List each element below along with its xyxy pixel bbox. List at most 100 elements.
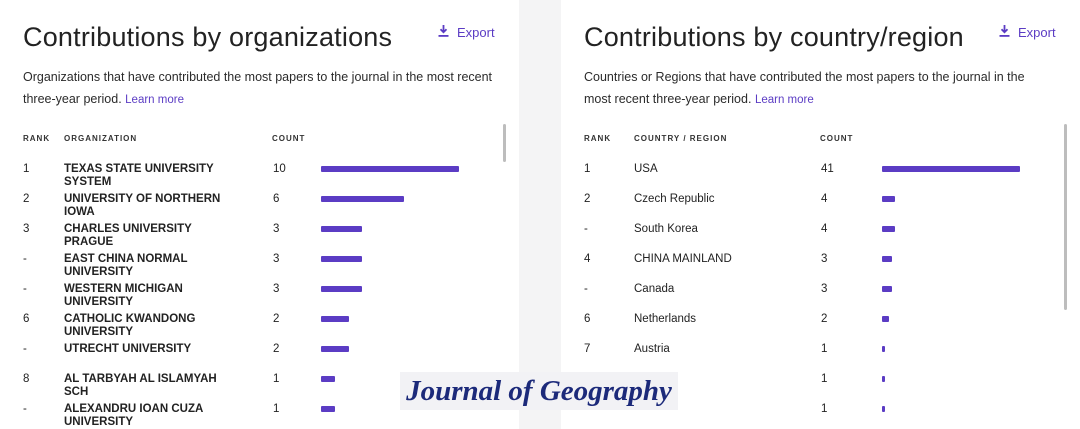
learn-more-link[interactable]: Learn more (754, 94, 814, 106)
row-rank: - (23, 253, 27, 265)
table-row: 3 CHARLES UNIVERSITY PRAGUE 3 (0, 220, 500, 250)
count-bar (321, 166, 459, 172)
row-rank: - (584, 283, 588, 295)
panel-description: Countries or Regions that have contribut… (584, 66, 1054, 111)
count-bar (882, 406, 885, 412)
export-button[interactable]: Export (438, 25, 495, 40)
row-name: Czech Republic (634, 193, 715, 205)
count-bar (321, 316, 349, 322)
row-name: ALEXANDRU IOAN CUZA UNIVERSITY (64, 403, 203, 428)
row-count: 2 (273, 313, 280, 325)
count-bar (321, 346, 349, 352)
count-bar (321, 196, 404, 202)
row-name: Netherlands (634, 313, 697, 325)
count-bar (321, 286, 362, 292)
organization-header: ORGANIZATION (64, 134, 138, 143)
row-count: 2 (821, 313, 828, 325)
export-label: Export (1018, 25, 1056, 40)
row-name: UTRECHT UNIVERSITY (64, 343, 192, 355)
table-row: - South Korea 4 (561, 220, 1061, 250)
count-bar (321, 406, 335, 412)
countries-panel: Contributions by country/region Export C… (561, 0, 1080, 429)
scrollbar-thumb[interactable] (503, 124, 506, 162)
row-rank: 1 (23, 163, 30, 175)
table-row: - ALEXANDRU IOAN CUZA UNIVERSITY 1 (0, 400, 500, 429)
row-name: WESTERN MICHIGAN UNIVERSITY (64, 283, 183, 308)
row-count: 1 (821, 373, 828, 385)
table-row: 2 Czech Republic 4 (561, 190, 1061, 220)
export-button[interactable]: Export (999, 25, 1056, 40)
count-header: COUNT (820, 134, 854, 143)
export-label: Export (457, 25, 495, 40)
row-rank: 4 (584, 253, 591, 265)
row-name: CATHOLIC KWANDONG UNIVERSITY (64, 313, 196, 338)
download-icon (438, 25, 449, 40)
panel-title: Contributions by country/region (584, 22, 964, 52)
row-rank: 1 (584, 163, 591, 175)
count-bar (882, 166, 1020, 172)
rank-header: RANK (23, 134, 51, 143)
row-count: 3 (273, 253, 280, 265)
row-name: TEXAS STATE UNIVERSITY SYSTEM (64, 163, 214, 188)
count-bar (882, 376, 885, 382)
row-count: 1 (821, 343, 828, 355)
count-header: COUNT (272, 134, 306, 143)
table-row: 6 Netherlands 2 (561, 310, 1061, 340)
table-row: - EAST CHINA NORMAL UNIVERSITY 3 (0, 250, 500, 280)
row-count: 3 (821, 283, 828, 295)
table-row: 6 CATHOLIC KWANDONG UNIVERSITY 2 (0, 310, 500, 340)
count-bar (882, 196, 895, 202)
row-name: CHINA MAINLAND (634, 253, 732, 265)
row-count: 2 (273, 343, 280, 355)
row-count: 4 (821, 223, 828, 235)
row-count: 3 (273, 283, 280, 295)
row-name: Austria (634, 343, 670, 355)
row-count: 10 (273, 163, 286, 175)
table-row: 1 (561, 370, 1061, 400)
row-rank: 7 (584, 343, 591, 355)
country-region-header: COUNTRY / REGION (634, 134, 728, 143)
row-count: 6 (273, 193, 280, 205)
row-rank: 2 (23, 193, 30, 205)
table-row: 1 USA 41 (561, 160, 1061, 190)
count-bar (321, 376, 335, 382)
row-rank: - (23, 283, 27, 295)
row-rank: - (23, 343, 27, 355)
table-row: - Canada 3 (561, 280, 1061, 310)
row-name: EAST CHINA NORMAL UNIVERSITY (64, 253, 188, 278)
table-row: 1 TEXAS STATE UNIVERSITY SYSTEM 10 (0, 160, 500, 190)
row-count: 4 (821, 193, 828, 205)
row-count: 1 (821, 403, 828, 415)
count-bar (882, 346, 885, 352)
row-rank: 6 (584, 313, 591, 325)
scrollbar-thumb[interactable] (1064, 124, 1067, 310)
row-name: AL TARBYAH AL ISLAMYAH SCH (64, 373, 217, 398)
row-name: CHARLES UNIVERSITY PRAGUE (64, 223, 192, 248)
description-text: Countries or Regions that have contribut… (584, 70, 1025, 106)
count-bar (882, 226, 895, 232)
panel-description: Organizations that have contributed the … (23, 66, 493, 111)
row-rank: 6 (23, 313, 30, 325)
table-row: 2 UNIVERSITY OF NORTHERN IOWA 6 (0, 190, 500, 220)
row-count: 3 (821, 253, 828, 265)
description-text: Organizations that have contributed the … (23, 70, 493, 106)
row-rank: 3 (23, 223, 30, 235)
row-rank: - (23, 403, 27, 415)
row-count: 41 (821, 163, 834, 175)
row-rank: 8 (23, 373, 30, 385)
organizations-panel: Contributions by organizations Export Or… (0, 0, 519, 429)
count-bar (882, 316, 889, 322)
table-row: - UTRECHT UNIVERSITY 2 (0, 340, 500, 370)
count-bar (882, 256, 892, 262)
row-rank: 2 (584, 193, 591, 205)
row-count: 1 (273, 373, 280, 385)
count-bar (321, 256, 362, 262)
count-bar (882, 286, 892, 292)
journal-watermark: Journal of Geography (400, 372, 678, 410)
table-row: 8 AL TARBYAH AL ISLAMYAH SCH 1 (0, 370, 500, 400)
learn-more-link[interactable]: Learn more (125, 94, 184, 106)
row-count: 3 (273, 223, 280, 235)
download-icon (999, 25, 1010, 40)
row-rank: - (584, 223, 588, 235)
row-name: South Korea (634, 223, 698, 235)
